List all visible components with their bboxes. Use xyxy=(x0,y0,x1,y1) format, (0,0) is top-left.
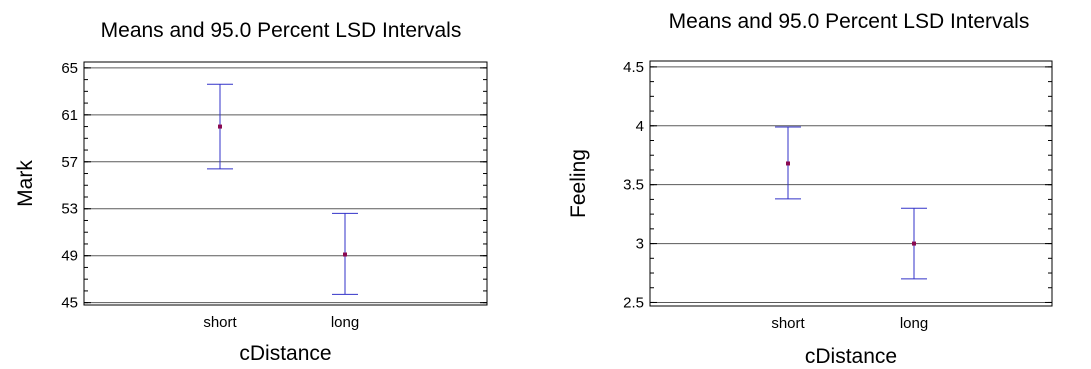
y-tick-label: 45 xyxy=(61,295,78,312)
x-category-label: long xyxy=(331,314,359,331)
chart-title: Means and 95.0 Percent LSD Intervals xyxy=(669,10,1030,33)
plot-frame xyxy=(83,61,488,306)
y-tick-label: 2.5 xyxy=(623,294,644,311)
y-tick-label: 57 xyxy=(61,154,78,171)
x-axis-label: cDistance xyxy=(239,342,331,365)
y-tick-label: 3 xyxy=(636,236,644,253)
x-category-label: long xyxy=(900,315,928,332)
y-tick-label: 65 xyxy=(61,60,78,77)
y-axis-label: Mark xyxy=(14,160,37,207)
mean-marker xyxy=(912,241,916,246)
x-category-label: short xyxy=(771,315,805,332)
y-tick-label: 53 xyxy=(61,201,78,218)
plot-frame xyxy=(649,60,1053,307)
chart-panel-2: Means and 95.0 Percent LSD Intervals 2.5 3… xyxy=(567,10,1053,368)
y-tick-label: 3.5 xyxy=(623,177,644,194)
mean-marker xyxy=(786,161,790,166)
mean-marker xyxy=(343,252,347,257)
y-tick-label: 4 xyxy=(636,118,644,135)
y-axis-label: Feeling xyxy=(567,149,590,218)
chart-title: Means and 95.0 Percent LSD Intervals xyxy=(101,19,462,42)
y-tick-label: 4.5 xyxy=(623,59,644,76)
y-tick-label: 61 xyxy=(61,107,78,124)
y-tick-label: 49 xyxy=(61,248,78,265)
mean-marker xyxy=(218,124,222,129)
chart-panel-1: Means and 95.0 Percent LSD Intervals 45 49… xyxy=(14,19,488,365)
x-axis-label: cDistance xyxy=(805,345,897,368)
x-category-label: short xyxy=(203,314,237,331)
